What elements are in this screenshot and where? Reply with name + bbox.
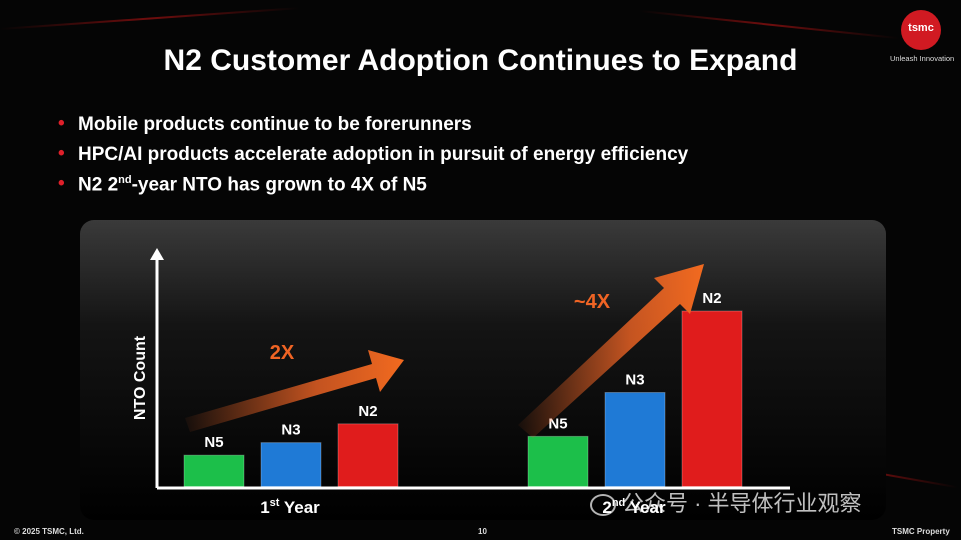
footer-property: TSMC Property bbox=[892, 527, 950, 536]
bullet-text-sup: nd bbox=[118, 174, 132, 186]
bar-n2-group-2 bbox=[681, 310, 743, 487]
growth-arrow-4x-icon bbox=[518, 264, 704, 438]
bullet-dot-icon: • bbox=[58, 173, 65, 194]
bar-label: N3 bbox=[625, 372, 644, 389]
y-axis-arrowhead-icon bbox=[150, 248, 164, 260]
bar-n5-group-2 bbox=[527, 435, 589, 488]
annotation-4x: ~4X bbox=[574, 291, 611, 313]
bullet-dot-icon: • bbox=[58, 113, 65, 134]
bullet-list: • Mobile products continue to be forerunn… bbox=[58, 113, 689, 204]
annotation-2x: 2X bbox=[270, 342, 295, 364]
slide-title: N2 Customer Adoption Continues to Expand bbox=[163, 44, 798, 77]
bar-n3-group-1 bbox=[260, 442, 322, 487]
bullet-text: HPC/AI products accelerate adoption in p… bbox=[78, 144, 689, 165]
wechat-icon bbox=[590, 494, 616, 517]
tsmc-logo: tsmc Unleash Innovation bbox=[890, 10, 955, 63]
bar-label: N2 bbox=[358, 403, 377, 420]
bar-label: N3 bbox=[281, 422, 300, 439]
bullet-dot-icon: • bbox=[58, 143, 65, 164]
bullet-text-post: -year NTO has grown to 4X of N5 bbox=[131, 174, 427, 196]
logo-text: tsmc bbox=[908, 22, 934, 34]
bullet-text: Mobile products continue to be forerunne… bbox=[78, 114, 472, 135]
bar-n5-group-1 bbox=[183, 454, 245, 487]
watermark-text: 公众号 · 半导体行业观察 bbox=[622, 491, 862, 516]
bar-n3-group-2 bbox=[604, 392, 666, 487]
bullet-text-pre: N2 2 bbox=[78, 174, 119, 196]
bullet-item: • Mobile products continue to be forerunn… bbox=[58, 113, 688, 136]
footer-page-number: 10 bbox=[478, 527, 487, 536]
bar-label: N5 bbox=[204, 434, 223, 451]
x-group-label: 1st Year bbox=[260, 497, 320, 517]
logo-tagline: Unleash Innovation bbox=[890, 54, 955, 63]
footer-copyright: © 2025 TSMC, Ltd. bbox=[14, 527, 84, 536]
bullet-item: • N2 2nd-year NTO has grown to 4X of N5 bbox=[58, 173, 688, 196]
y-axis-label: NTO Count bbox=[132, 335, 149, 420]
watermark: 公众号 · 半导体行业观察 bbox=[590, 486, 862, 518]
growth-arrow-2x-icon bbox=[185, 350, 404, 432]
logo-emblem: tsmc bbox=[901, 10, 941, 50]
bullet-item: • HPC/AI products accelerate adoption in … bbox=[58, 143, 689, 166]
bar-label: N5 bbox=[548, 415, 567, 432]
bar-n2-group-1 bbox=[337, 423, 399, 488]
bar-label: N2 bbox=[702, 290, 721, 307]
